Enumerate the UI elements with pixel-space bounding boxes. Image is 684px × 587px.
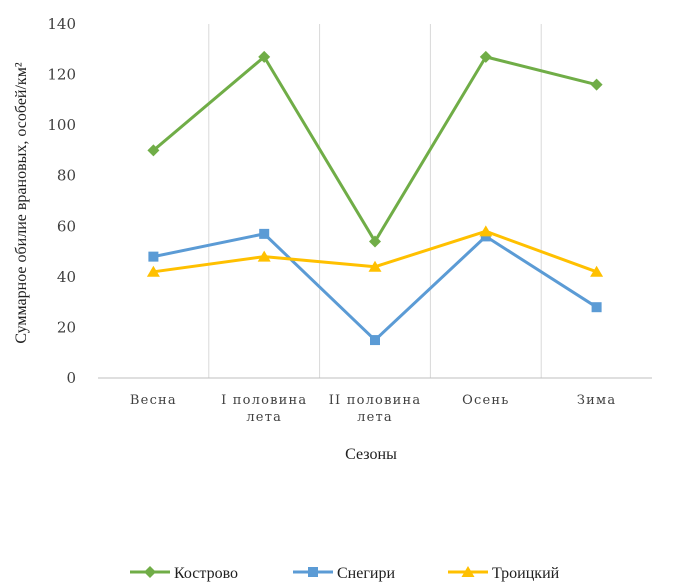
x-tick-label-line: лета <box>246 410 282 425</box>
data-series <box>146 50 604 346</box>
y-tick-label: 80 <box>57 167 76 185</box>
x-tick-label: Весна <box>130 393 177 408</box>
legend-item: Кострово <box>130 565 238 582</box>
x-tick-label-line: Зима <box>577 393 616 408</box>
y-tick-label: 120 <box>47 66 76 84</box>
legend: Кострово Снегири Троицкий <box>130 565 560 582</box>
square-marker <box>308 567 318 577</box>
legend-item: Троицкий <box>448 565 560 582</box>
x-tick-label: I половина лета <box>221 393 307 425</box>
y-tick-label: 40 <box>57 268 76 286</box>
square-marker <box>370 335 380 346</box>
series-line <box>151 55 599 243</box>
series-square <box>148 228 602 346</box>
x-tick-labels: Весна I половина лета II половина лета Осень З… <box>130 393 616 425</box>
x-tick-label: II половина лета <box>329 393 422 425</box>
legend-label: Кострово <box>174 565 238 582</box>
diamond-marker <box>144 566 156 578</box>
diamond-marker <box>479 50 492 63</box>
y-tick-label: 20 <box>57 318 76 336</box>
square-marker <box>591 302 602 313</box>
x-tick-label-line: Осень <box>462 393 509 408</box>
x-tick-label: Осень <box>462 393 509 408</box>
y-tick-label: 0 <box>66 369 76 387</box>
triangle-marker <box>257 250 271 262</box>
legend-label: Троицкий <box>492 565 560 582</box>
triangle-marker <box>146 265 160 277</box>
legend-item: Снегири <box>293 565 395 582</box>
x-tick-label-line: Весна <box>130 393 177 408</box>
y-tick-label: 100 <box>47 116 76 134</box>
series-line <box>151 232 599 342</box>
x-axis-title: Сезоны <box>345 446 397 463</box>
x-tick-label-line: I половина <box>221 393 307 408</box>
legend-label: Снегири <box>337 565 395 582</box>
triangle-marker <box>479 225 493 237</box>
vertical-gridlines <box>208 24 542 378</box>
x-tick-label-line: II половина <box>329 393 422 408</box>
triangle-marker <box>461 566 475 577</box>
series-triangle <box>146 225 604 277</box>
diamond-marker <box>369 235 381 248</box>
triangle-marker <box>368 260 382 272</box>
square-marker <box>259 228 270 239</box>
y-tick-label: 60 <box>57 217 76 235</box>
square-marker <box>480 231 491 242</box>
y-tick-labels: 0 20 40 60 80 100 120 140 <box>47 15 76 387</box>
triangle-marker <box>590 265 604 277</box>
y-tick-label: 140 <box>47 15 76 33</box>
diamond-marker <box>590 78 603 91</box>
x-tick-label: Зима <box>577 393 616 408</box>
series-diamond <box>147 50 603 248</box>
square-marker <box>148 251 159 262</box>
y-axis-title: Суммарное обилие врановых, особей/км² <box>13 62 30 343</box>
diamond-marker <box>258 50 271 63</box>
x-tick-label-line: лета <box>357 410 393 425</box>
diamond-marker <box>147 144 160 157</box>
